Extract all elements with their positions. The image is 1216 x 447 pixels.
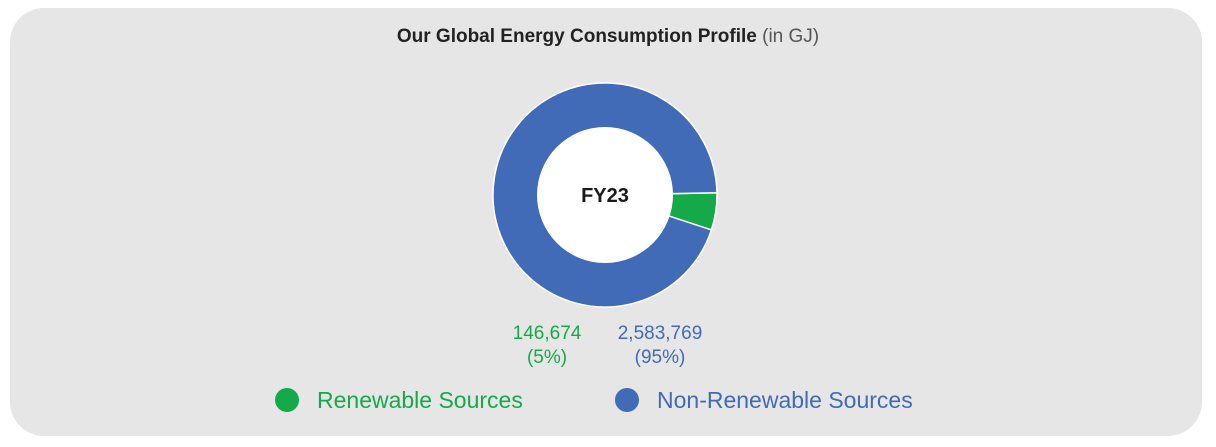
renewable-value: 146,674 xyxy=(512,323,582,344)
legend-label-renewable: Renewable Sources xyxy=(317,386,523,413)
donut-center-label: FY23 xyxy=(581,185,629,207)
non-renewable-percent: (95%) xyxy=(634,347,686,368)
legend-dot-non-renewable xyxy=(615,388,639,412)
donut-hole xyxy=(537,127,673,263)
chart-title-main: Our Global Energy Consumption Profile xyxy=(396,26,757,47)
renewable-value-label: 146,674 (5%) xyxy=(497,322,597,370)
non-renewable-value-label: 2,583,769 (95%) xyxy=(602,322,718,370)
renewable-percent: (5%) xyxy=(526,347,568,368)
legend-item-renewable: Renewable Sources xyxy=(275,384,523,416)
chart-title: Our Global Energy Consumption Profile (i… xyxy=(0,26,1216,48)
chart-title-unit: (in GJ) xyxy=(762,26,820,47)
legend-dot-renewable xyxy=(275,388,299,412)
non-renewable-value: 2,583,769 xyxy=(617,323,703,344)
donut-chart: FY23 xyxy=(492,82,718,308)
legend-label-non-renewable: Non-Renewable Sources xyxy=(657,386,913,413)
legend-item-non-renewable: Non-Renewable Sources xyxy=(615,384,913,416)
